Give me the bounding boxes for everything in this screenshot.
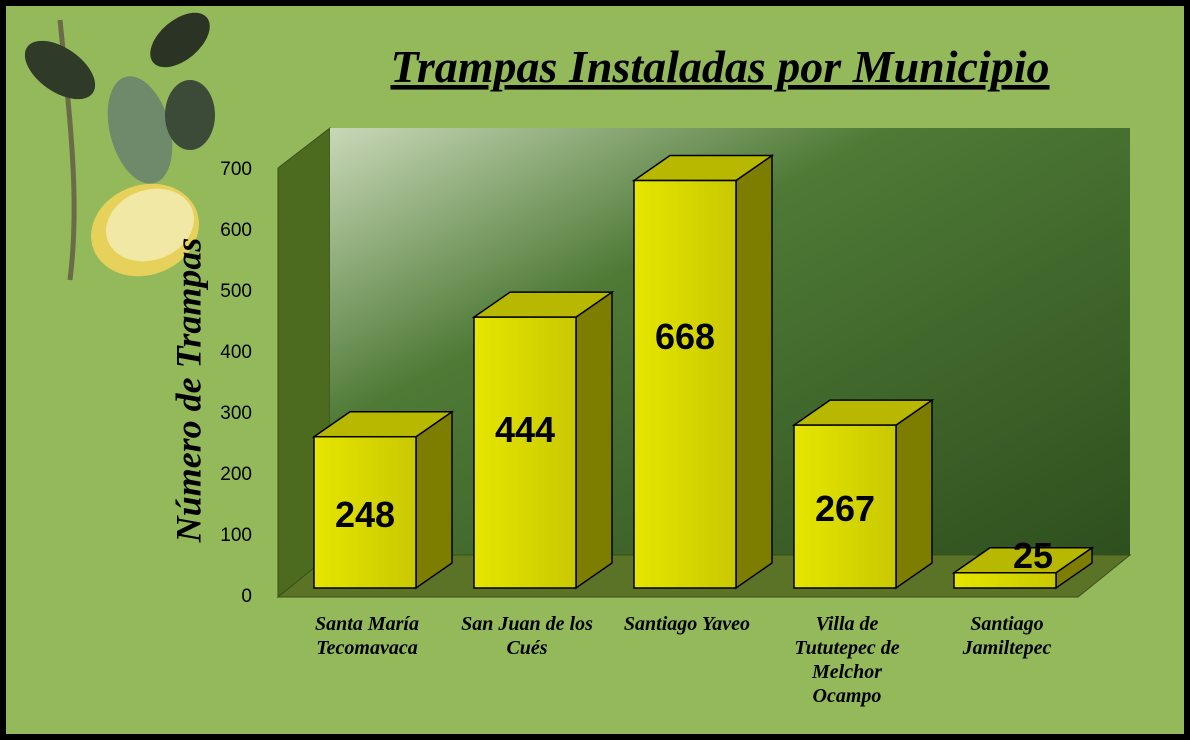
- x-tick-label: Villa de Tututepec de Melchor Ocampo: [794, 613, 900, 707]
- bar-side: [415, 410, 453, 590]
- bar: [313, 435, 417, 589]
- bar-side: [735, 154, 773, 590]
- y-axis-label: Número de Trampas: [168, 238, 208, 544]
- chart-title: Trampas Instaladas por Municipio: [390, 41, 1049, 92]
- value-label: 267: [815, 488, 875, 529]
- y-tick-label: 600: [220, 220, 252, 241]
- value-label: 668: [655, 316, 715, 357]
- value-label: 444: [495, 409, 555, 450]
- y-tick-label: 0: [241, 586, 252, 607]
- x-tick-label: Santa María Tecomavaca: [315, 613, 419, 659]
- bar: [473, 316, 577, 589]
- bar: [633, 179, 737, 589]
- bar-side: [895, 398, 933, 590]
- bar-side: [575, 290, 613, 590]
- y-tick-label: 200: [220, 464, 252, 485]
- x-tick-label: Santiago Jamiltepec: [962, 613, 1052, 659]
- y-tick-label: 400: [220, 342, 252, 363]
- value-label: 25: [1013, 535, 1053, 576]
- y-tick-label: 300: [220, 403, 252, 424]
- x-tick-label: San Juan de los Cués: [461, 613, 593, 659]
- bar: [793, 424, 897, 589]
- bar: [953, 572, 1057, 589]
- y-tick-label: 500: [220, 281, 252, 302]
- value-label: 248: [335, 494, 395, 535]
- y-tick-label: 100: [220, 525, 252, 546]
- y-tick-label: 700: [220, 159, 252, 180]
- lemon-illustration: [24, 12, 215, 281]
- x-tick-label: Santiago Yaveo: [623, 613, 751, 635]
